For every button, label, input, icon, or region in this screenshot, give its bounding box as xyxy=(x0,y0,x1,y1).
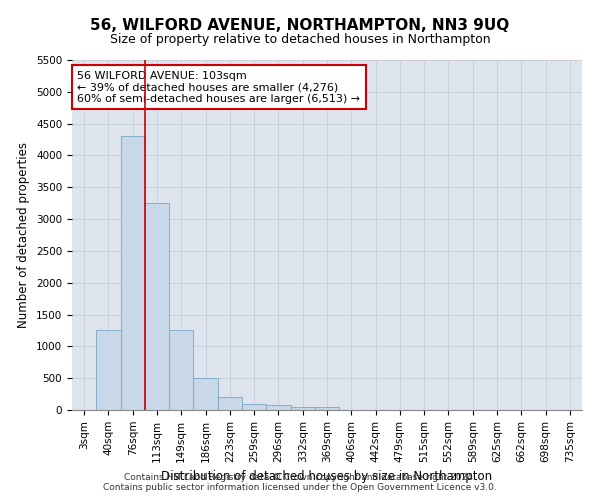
Bar xyxy=(290,406,315,410)
Text: Size of property relative to detached houses in Northampton: Size of property relative to detached ho… xyxy=(110,32,490,46)
Bar xyxy=(121,136,145,410)
Bar xyxy=(242,404,266,410)
Bar xyxy=(193,378,218,410)
Bar xyxy=(96,330,121,410)
Bar xyxy=(145,203,169,410)
Y-axis label: Number of detached properties: Number of detached properties xyxy=(17,142,31,328)
Bar xyxy=(218,398,242,410)
Text: 56, WILFORD AVENUE, NORTHAMPTON, NN3 9UQ: 56, WILFORD AVENUE, NORTHAMPTON, NN3 9UQ xyxy=(91,18,509,32)
X-axis label: Distribution of detached houses by size in Northampton: Distribution of detached houses by size … xyxy=(161,470,493,483)
Bar xyxy=(266,405,290,410)
Text: Contains HM Land Registry data © Crown copyright and database right 2024.
Contai: Contains HM Land Registry data © Crown c… xyxy=(103,473,497,492)
Bar xyxy=(315,406,339,410)
Bar xyxy=(169,330,193,410)
Text: 56 WILFORD AVENUE: 103sqm
← 39% of detached houses are smaller (4,276)
60% of se: 56 WILFORD AVENUE: 103sqm ← 39% of detac… xyxy=(77,70,360,104)
